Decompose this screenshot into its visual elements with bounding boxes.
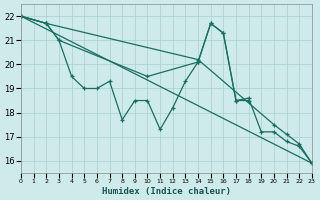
X-axis label: Humidex (Indice chaleur): Humidex (Indice chaleur) [102,187,231,196]
